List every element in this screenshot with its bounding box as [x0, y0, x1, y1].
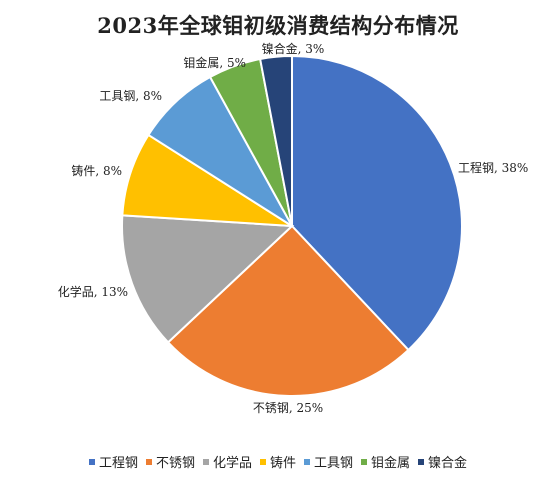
legend-label: 工具钢	[314, 456, 354, 471]
legend-item-1: 工程钢	[88, 452, 138, 471]
legend-item-2: 不锈钢	[145, 452, 195, 471]
legend-item-4: 铸件	[259, 452, 296, 471]
pie-slice-2	[166, 224, 410, 397]
legend-swatch	[88, 458, 95, 465]
data-label-6: 钼金属, 5%	[183, 55, 246, 70]
legend-swatch	[361, 458, 368, 465]
legend-label: 工程钢	[98, 456, 138, 471]
legend-label: 不锈钢	[155, 456, 195, 471]
pie-slice-1	[291, 54, 463, 352]
pie-slice-7	[258, 54, 293, 227]
data-label-2: 不锈钢, 25%	[253, 401, 323, 415]
legend-swatch	[304, 458, 310, 465]
data-label-7: 镍合金, 3%	[262, 41, 325, 56]
legend-swatch	[259, 458, 266, 465]
legend-item-7: 镍合金	[418, 452, 467, 471]
legend-swatch	[418, 458, 425, 465]
pie-data-labels: 工程钢, 38% 不锈钢, 25% 化学品, 13% 铸件, 8% 工具钢, 8% 钼金属…	[58, 41, 529, 415]
legend-label: 钼金属	[371, 456, 411, 471]
legend-swatch	[202, 458, 209, 465]
pie-slices	[121, 54, 463, 397]
legend-item-5: 工具钢	[304, 452, 353, 471]
pie-slice-3	[121, 214, 295, 344]
chart-title: 2023年全球钼初级消费结构分布情况	[97, 13, 459, 38]
legend-item-6: 钼金属	[361, 452, 410, 471]
legend-label: 铸件	[269, 456, 296, 471]
legend-label: 化学品	[212, 456, 252, 471]
data-label-3: 化学品, 13%	[58, 284, 128, 299]
data-label-5: 工具钢, 8%	[99, 89, 162, 103]
chart-legend: 工程钢 不锈钢 化学品 铸件 工具钢 钼金属 镍合金	[0, 452, 556, 471]
data-label-1: 工程钢, 38%	[458, 160, 528, 175]
data-label-4: 铸件, 8%	[71, 163, 122, 178]
legend-label: 镍合金	[428, 456, 468, 471]
legend-item-3: 化学品	[202, 452, 252, 471]
legend-swatch	[145, 458, 152, 465]
